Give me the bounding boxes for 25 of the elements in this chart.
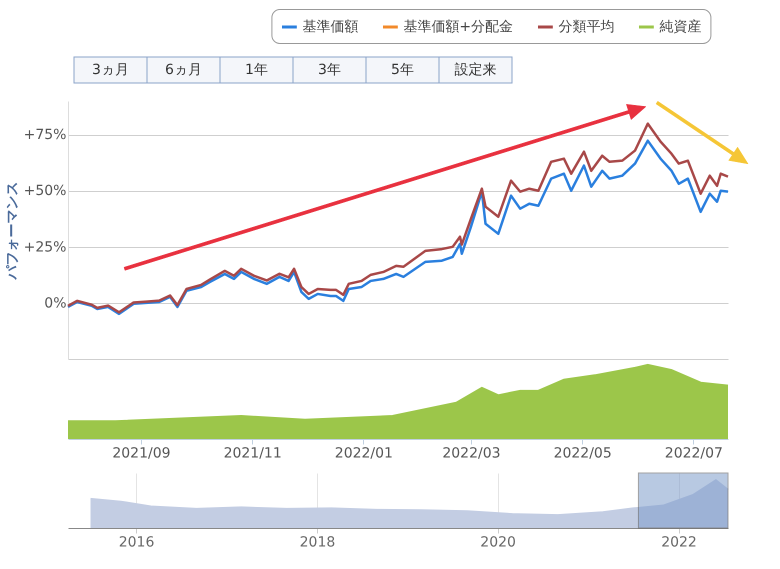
x-tick-label: 2022/01 — [334, 446, 393, 462]
legend-label: 純資産 — [659, 19, 702, 35]
x-tick-label: 2021/11 — [224, 446, 282, 462]
text: 3年 — [318, 62, 341, 78]
x-tick-label: 2022 — [661, 534, 697, 550]
text: 5年 — [391, 62, 414, 78]
text: 3ヵ月 — [92, 62, 129, 78]
y-tick-label: +50% — [24, 183, 66, 200]
x-tick-label: 2018 — [300, 534, 336, 550]
y-axis-title: パフォーマンス — [4, 182, 21, 280]
y-tick-label: +75% — [24, 127, 66, 144]
legend-label: 基準価額 — [302, 19, 358, 35]
legend-label: 基準価額+分配金 — [403, 19, 514, 35]
x-tick-label: 2021/09 — [112, 446, 171, 462]
x-tick-label: 2020 — [480, 534, 516, 550]
y-tick-label: 0% — [44, 295, 66, 312]
x-tick-label: 2022/05 — [554, 446, 612, 462]
x-tick-label: 2022/03 — [442, 446, 501, 462]
text: 1年 — [245, 62, 268, 78]
x-tick-label: 2022/07 — [664, 446, 723, 462]
x-tick-label: 2016 — [118, 534, 154, 550]
y-tick-label: +25% — [24, 239, 66, 256]
text: 6ヵ月 — [165, 62, 202, 78]
legend-label: 分類平均 — [558, 19, 614, 35]
text: 設定来 — [454, 62, 496, 78]
